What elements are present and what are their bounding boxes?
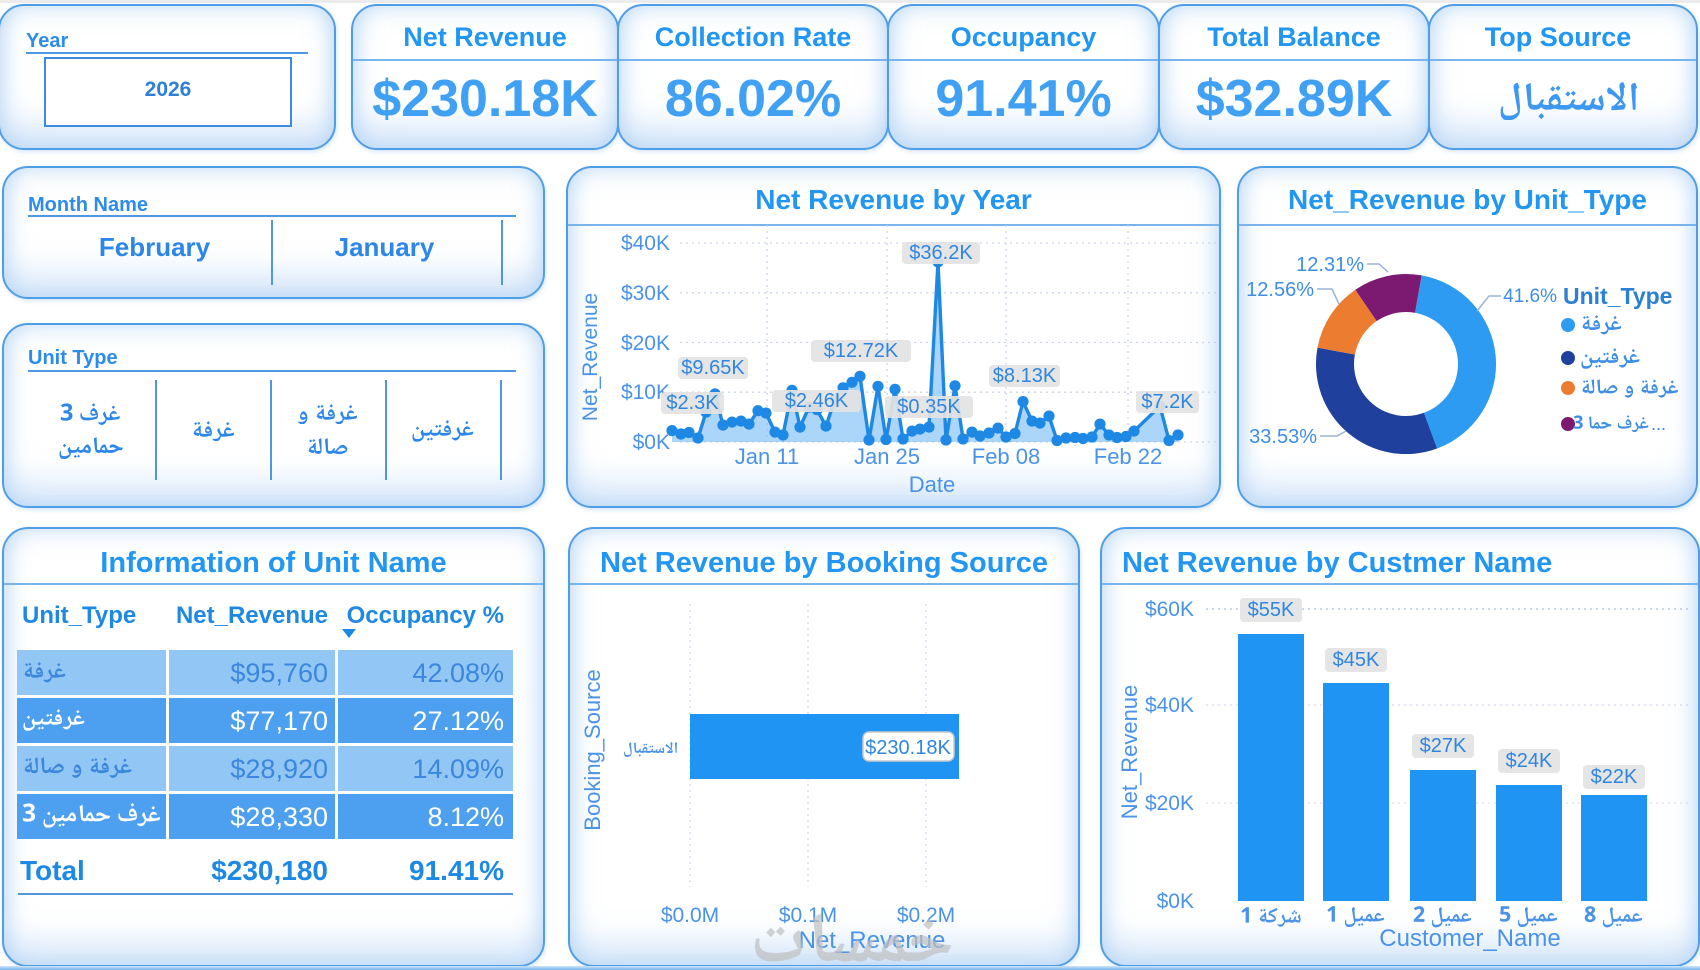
svg-text:$36.2K: $36.2K (909, 242, 973, 264)
svg-text:$10K: $10K (621, 381, 670, 404)
svg-text:$55K: $55K (1248, 599, 1295, 621)
svg-text:$0.1M: $0.1M (779, 904, 837, 927)
svg-text:$9.65K: $9.65K (681, 357, 745, 379)
svg-text:Net_Revenue: Net_Revenue (579, 293, 602, 421)
svg-text:$60K: $60K (1145, 598, 1194, 621)
svg-text:$45K: $45K (1333, 649, 1380, 671)
svg-text:Date: Date (909, 472, 955, 497)
svg-text:Jan 25: Jan 25 (854, 444, 920, 469)
svg-text:$12.72K: $12.72K (824, 340, 899, 362)
svg-text:$0.0M: $0.0M (661, 904, 719, 927)
svg-text:$230.18K: $230.18K (865, 737, 951, 759)
svg-text:Feb 22: Feb 22 (1094, 444, 1163, 469)
svg-text:Jan 11: Jan 11 (735, 444, 799, 469)
svg-text:41.6%: 41.6% (1503, 286, 1557, 307)
svg-text:$0.35K: $0.35K (897, 396, 961, 418)
svg-text:$30K: $30K (621, 282, 670, 305)
svg-text:$8.13K: $8.13K (993, 365, 1057, 387)
svg-text:Net_Revenue: Net_Revenue (1117, 685, 1142, 820)
svg-text:$7.2K: $7.2K (1141, 391, 1194, 413)
svg-text:$20K: $20K (1145, 792, 1194, 815)
svg-text:$40K: $40K (621, 232, 670, 255)
svg-text:Booking_Source: Booking_Source (580, 669, 605, 830)
svg-text:$40K: $40K (1145, 694, 1194, 717)
svg-text:$20K: $20K (621, 332, 670, 355)
svg-text:12.56%: 12.56% (1246, 279, 1314, 301)
svg-text:$0.2M: $0.2M (897, 904, 955, 927)
svg-text:$2.3K: $2.3K (666, 392, 719, 414)
svg-text:$22K: $22K (1591, 766, 1638, 788)
svg-text:$2.46K: $2.46K (785, 390, 849, 412)
svg-text:33.53%: 33.53% (1249, 426, 1317, 448)
svg-text:Customer_Name: Customer_Name (1379, 925, 1560, 952)
svg-text:$0K: $0K (1157, 890, 1194, 913)
svg-text:$27K: $27K (1420, 735, 1467, 757)
svg-text:12.31%: 12.31% (1296, 254, 1364, 276)
svg-text:Feb 08: Feb 08 (972, 444, 1041, 469)
svg-text:Unit_Type: Unit_Type (1563, 283, 1672, 309)
svg-text:...: ... (1651, 414, 1666, 434)
svg-text:$24K: $24K (1506, 750, 1553, 772)
svg-text:$0K: $0K (633, 431, 670, 454)
